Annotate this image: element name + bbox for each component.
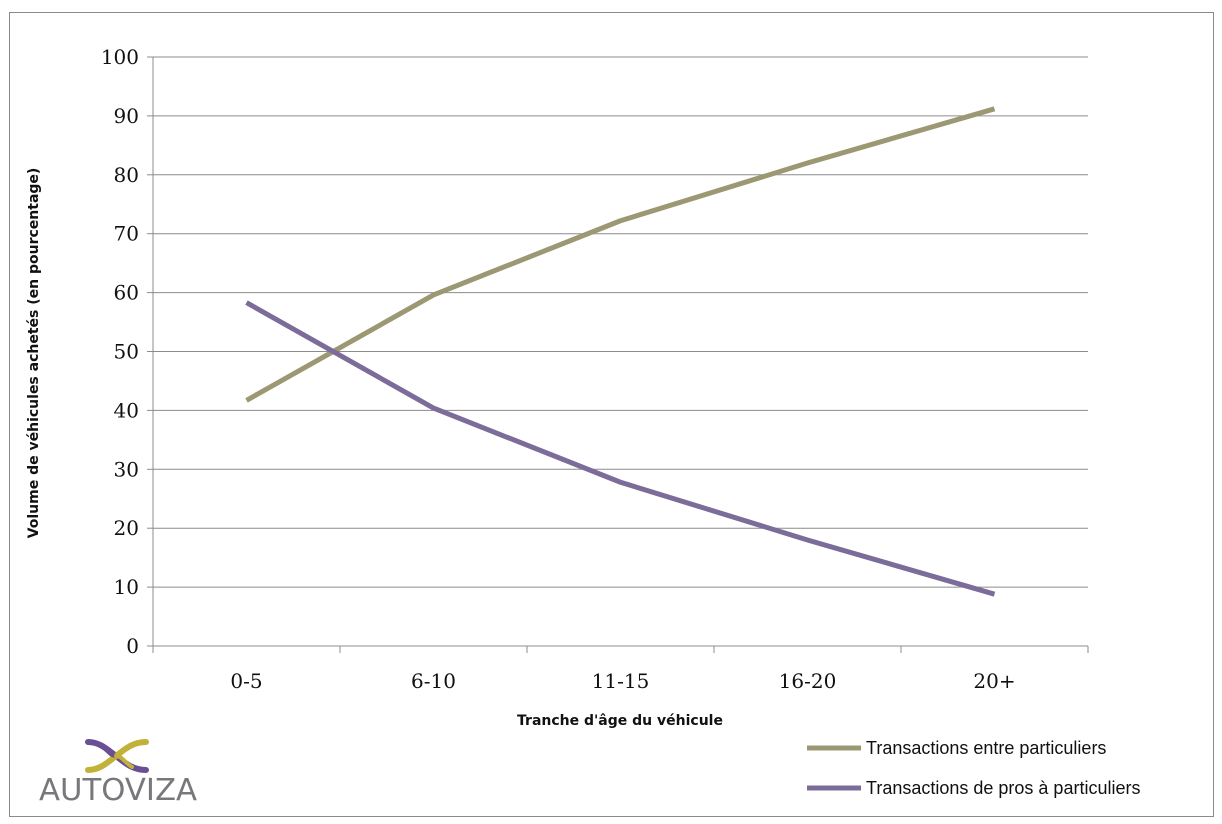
series-line-0 — [245, 106, 996, 403]
legend-label-1: Transactions de pros à particuliers — [866, 778, 1140, 798]
y-tick-label: 10 — [114, 575, 139, 599]
legend-label-0: Transactions entre particuliers — [866, 738, 1106, 758]
y-tick-label: 0 — [126, 634, 139, 658]
x-tick-label: 6-10 — [411, 669, 456, 693]
y-tick-label: 90 — [114, 104, 139, 128]
x-tick-label: 20+ — [973, 669, 1015, 693]
y-tick-label: 20 — [114, 516, 139, 540]
autoviza-logo: AUTOVIZA — [39, 739, 197, 808]
y-tick-label: 30 — [114, 457, 139, 481]
x-tick-label: 16-20 — [779, 669, 837, 693]
legend: Transactions entre particuliers Transacti… — [807, 738, 1140, 798]
y-axis-title: Volume de véhicules achetés (en pourcent… — [26, 168, 42, 539]
y-tick-label: 70 — [114, 222, 139, 246]
y-tick-label: 50 — [114, 340, 139, 364]
y-tick-label: 40 — [114, 398, 139, 422]
y-tick-label: 100 — [101, 45, 139, 69]
y-tick-label: 80 — [114, 163, 139, 187]
grid-lines — [153, 56, 1088, 588]
x-tick-label: 11-15 — [592, 669, 650, 693]
y-tick-labels: 0 10 20 30 40 50 60 70 80 90 100 — [101, 45, 139, 658]
logo-text: AUTOVIZA — [39, 773, 197, 808]
axes — [147, 56, 1089, 653]
x-tick-label: 0-5 — [230, 669, 262, 693]
x-tick-labels: 0-5 6-10 11-15 16-20 20+ — [230, 669, 1015, 693]
y-tick-label: 60 — [114, 281, 139, 305]
series-lines — [245, 106, 996, 597]
logo-mark-icon — [85, 739, 149, 773]
series-line-1 — [245, 300, 996, 597]
chart-frame — [9, 12, 1214, 817]
x-axis-title: Tranche d'âge du véhicule — [517, 713, 723, 729]
